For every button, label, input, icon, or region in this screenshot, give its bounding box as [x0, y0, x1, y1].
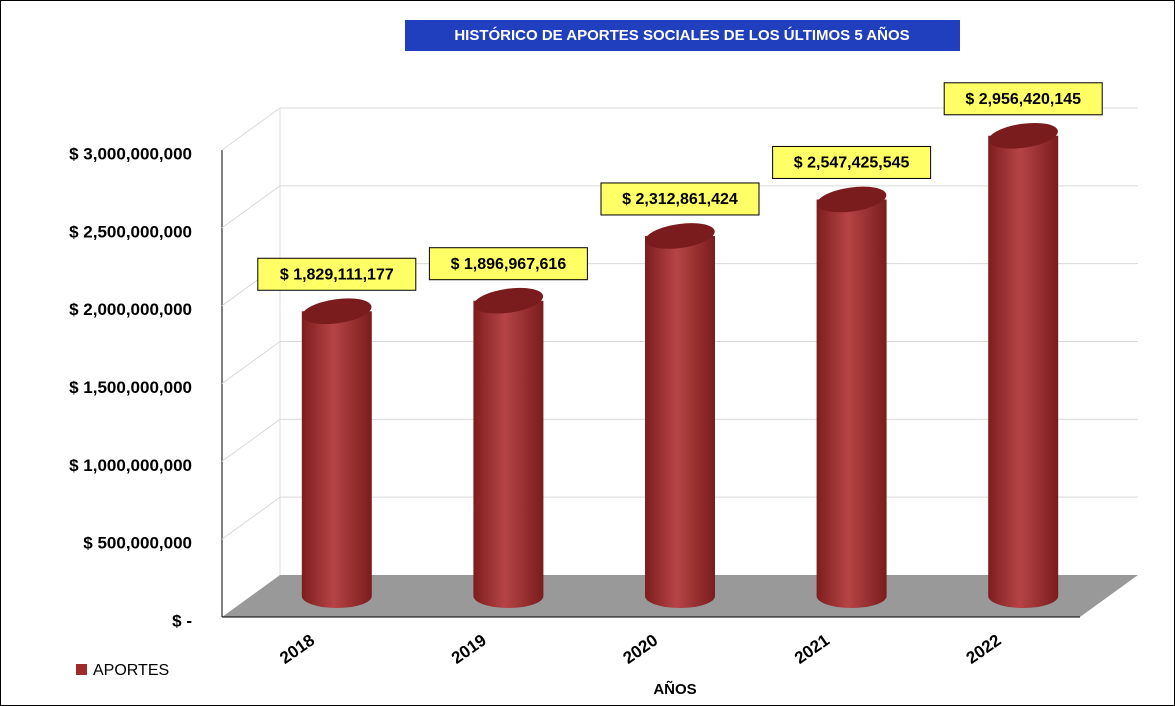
data-label-box — [772, 145, 932, 179]
y-tick-label: $ 500,000,000 — [83, 534, 192, 553]
bar — [473, 300, 544, 608]
bar-top — [988, 122, 1058, 149]
y-tick-label: $ 2,000,000,000 — [69, 300, 192, 319]
data-label-box — [257, 257, 417, 291]
plot: $ - $ 500,000,000 $ 1,000,000,000 $ 1,500,0… — [69, 82, 1138, 679]
data-label: $ 2,956,420,145 — [965, 91, 1081, 108]
grid-line — [221, 107, 281, 151]
grid-line — [221, 418, 281, 462]
title-box — [405, 20, 960, 51]
chart-title: HISTÓRICO DE APORTES SOCIALES DE LOS ÚLT… — [454, 26, 909, 44]
legend-swatch — [76, 664, 87, 675]
y-tick-label: $ 1,000,000,000 — [69, 456, 192, 475]
y-tick-label: $ 2,500,000,000 — [69, 222, 192, 241]
x-axis-title: AÑOS — [653, 680, 696, 698]
grid-line — [221, 496, 281, 540]
data-label-box — [428, 247, 588, 281]
bar — [816, 199, 887, 609]
bar-top — [302, 298, 372, 325]
bar — [988, 135, 1059, 608]
data-label: $ 1,896,967,616 — [451, 256, 567, 273]
data-label: $ 2,312,861,424 — [622, 191, 738, 208]
bar-top — [473, 287, 544, 314]
bar — [301, 311, 372, 608]
y-tick-label: $ 1,500,000,000 — [69, 378, 192, 397]
bar-top — [816, 186, 887, 213]
grid-line — [221, 341, 281, 384]
bar-top — [645, 223, 715, 249]
data-label: $ 1,829,111,177 — [280, 266, 394, 283]
y-tick-label: $ - — [172, 611, 192, 630]
data-label-box — [600, 182, 760, 216]
legend-label: APORTES — [93, 662, 169, 679]
bar — [645, 235, 715, 608]
data-label-box — [943, 82, 1103, 116]
data-label: $ 2,547,425,545 — [794, 155, 910, 172]
grid-line — [221, 185, 281, 229]
y-tick-label: $ 3,000,000,000 — [69, 144, 192, 163]
